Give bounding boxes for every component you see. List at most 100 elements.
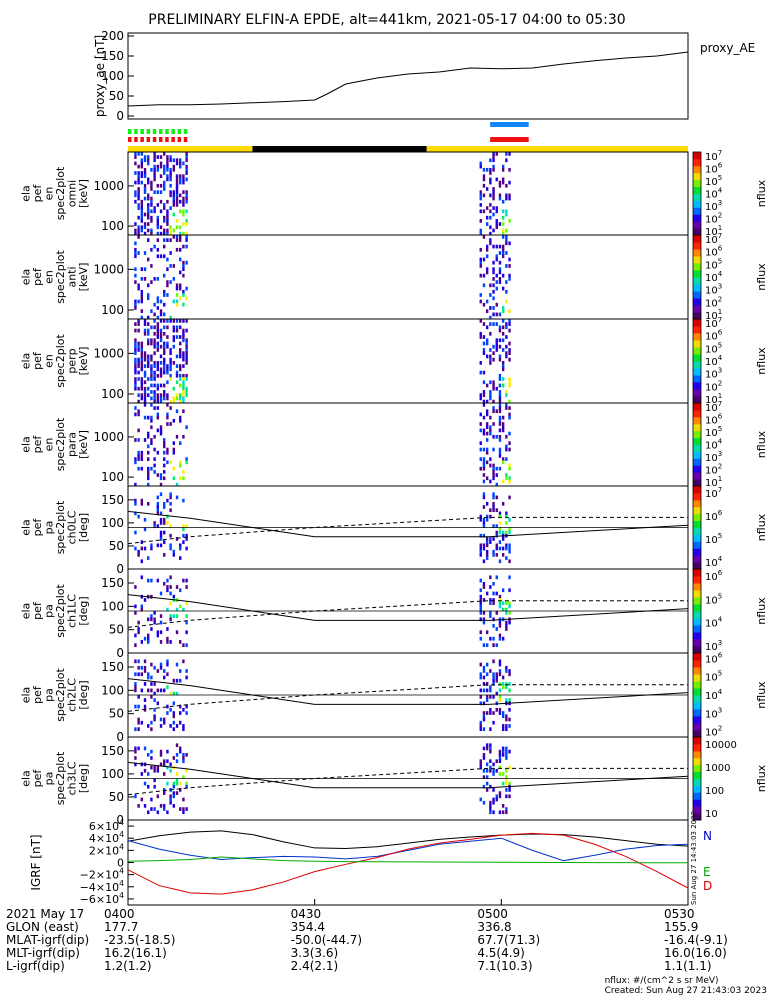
- y-tick-label: 150: [101, 660, 124, 674]
- spectrogram-pixel: [143, 527, 147, 532]
- colorbar-tick-label: 106: [705, 329, 723, 343]
- axis-label-line: ela: [19, 185, 32, 202]
- spectrogram-pixel: [140, 351, 144, 356]
- colorbar-band: [693, 298, 701, 306]
- spectrogram-pixel: [489, 749, 492, 754]
- spectrogram-pixel: [166, 498, 169, 503]
- spectrogram-pixel: [163, 791, 166, 795]
- colorbar-band: [693, 409, 701, 418]
- spectrogram-pixel: [489, 743, 492, 748]
- spectrogram-pixel: [482, 775, 486, 779]
- colorbar-band: [693, 702, 701, 710]
- spectrogram-pixel: [498, 759, 502, 764]
- spectrogram-pixel: [501, 231, 505, 236]
- spectrogram-pixel: [498, 183, 502, 188]
- ephemeris-cell: 155.9: [664, 920, 699, 934]
- spectrogram-pixel: [498, 791, 502, 795]
- axis-label-line: anti: [65, 266, 78, 287]
- spectrogram-pixel: [143, 546, 147, 551]
- spectrogram-pixel: [134, 348, 137, 352]
- spectrogram-pixel: [147, 431, 150, 436]
- spectrogram-pixel: [150, 364, 153, 368]
- colorbar-band: [693, 743, 701, 752]
- spectrogram-pixel: [140, 152, 144, 156]
- spectrogram-pixel: [489, 315, 492, 320]
- spectrogram-pixel: [159, 665, 163, 670]
- spectrogram-pixel: [482, 403, 486, 407]
- spectrogram-pixel: [498, 415, 502, 420]
- spectrogram-pixel: [482, 581, 486, 586]
- spectrogram-pixel: [166, 341, 169, 346]
- spectrogram-pixel: [495, 222, 498, 226]
- spectrogram-pixel: [147, 361, 150, 365]
- colorbar-tick-label: 102: [705, 725, 722, 739]
- spectrogram-pixel: [482, 235, 486, 239]
- colorbar-tick-label: 107: [705, 486, 722, 500]
- spectrogram-pixel: [150, 383, 153, 388]
- spectrogram-pixel: [489, 457, 492, 461]
- spectrogram-pixel: [508, 351, 511, 356]
- colorbar-band: [693, 520, 701, 528]
- spectrogram-pixel: [137, 286, 140, 291]
- colorbar-band: [693, 625, 701, 633]
- spectrogram-pixel: [159, 482, 163, 487]
- spectrogram-pixel: [492, 260, 495, 265]
- spectrogram-pixel: [505, 325, 508, 330]
- spectrogram-pixel: [156, 254, 160, 259]
- colorbar-band: [693, 764, 701, 773]
- spectrogram-pixel: [482, 492, 486, 497]
- colorbar-tick-label: 105: [705, 532, 722, 546]
- spectrogram-pixel: [143, 231, 147, 236]
- spectrogram-pixel: [153, 171, 156, 175]
- spectrogram-pixel: [137, 283, 140, 288]
- spectrogram-pixel: [166, 367, 169, 372]
- ephemeris-cell: 67.7(71.3): [477, 933, 541, 947]
- spectrogram-pixel: [134, 756, 137, 760]
- spectrogram-pixel: [485, 354, 489, 359]
- spectrogram-pixel: [479, 161, 482, 166]
- spectrogram-pixel: [137, 393, 140, 398]
- spectrogram-pixel: [505, 193, 508, 198]
- spectrogram-pixel: [150, 578, 153, 583]
- spectrogram-pixel: [501, 422, 505, 426]
- spectrogram-pixel: [185, 373, 188, 378]
- spectrogram-pixel: [172, 399, 176, 404]
- spectrogram-pixel: [479, 335, 482, 339]
- spectrogram-pixel: [153, 406, 156, 410]
- spectrogram-pixel: [508, 380, 511, 385]
- spectrogram-pixel: [508, 180, 511, 185]
- spectrogram-pixel: [137, 206, 140, 210]
- spectrogram-pixel: [159, 614, 163, 618]
- spectrogram-pixel: [156, 277, 160, 281]
- spectrogram-pixel: [492, 591, 495, 596]
- spectrogram-pixel: [479, 219, 482, 223]
- spectrogram-pixel: [163, 788, 166, 792]
- spectrogram-pixel: [159, 199, 163, 204]
- spectrogram-pixel: [156, 768, 160, 773]
- spectrogram-pixel: [156, 296, 160, 301]
- spectrogram-pixel: [166, 460, 169, 465]
- spectrogram-pixel: [137, 215, 140, 220]
- epd-fast-marker: [128, 137, 132, 142]
- spectrogram-pixel: [185, 193, 188, 198]
- spectrogram-pixel: [163, 441, 166, 445]
- spectrogram-pixel: [163, 393, 166, 398]
- colorbar-tick-label: 107: [705, 232, 722, 246]
- spectrogram-pixel: [140, 546, 144, 551]
- colorbar-band: [693, 200, 701, 208]
- colorbar-band: [693, 361, 701, 369]
- spectrogram-pixel: [175, 630, 179, 635]
- spectrogram-pixel: [479, 190, 482, 194]
- colorbar-band: [693, 444, 701, 452]
- colorbar-band: [693, 235, 701, 243]
- spectrogram-pixel: [182, 209, 185, 214]
- spectrogram-pixel: [498, 244, 502, 249]
- spectrogram-pixel: [175, 409, 179, 414]
- colorbar-band: [693, 695, 701, 703]
- panel-frame: [127, 32, 689, 120]
- colorbar-band: [693, 242, 701, 250]
- spectrogram-pixel: [479, 607, 482, 612]
